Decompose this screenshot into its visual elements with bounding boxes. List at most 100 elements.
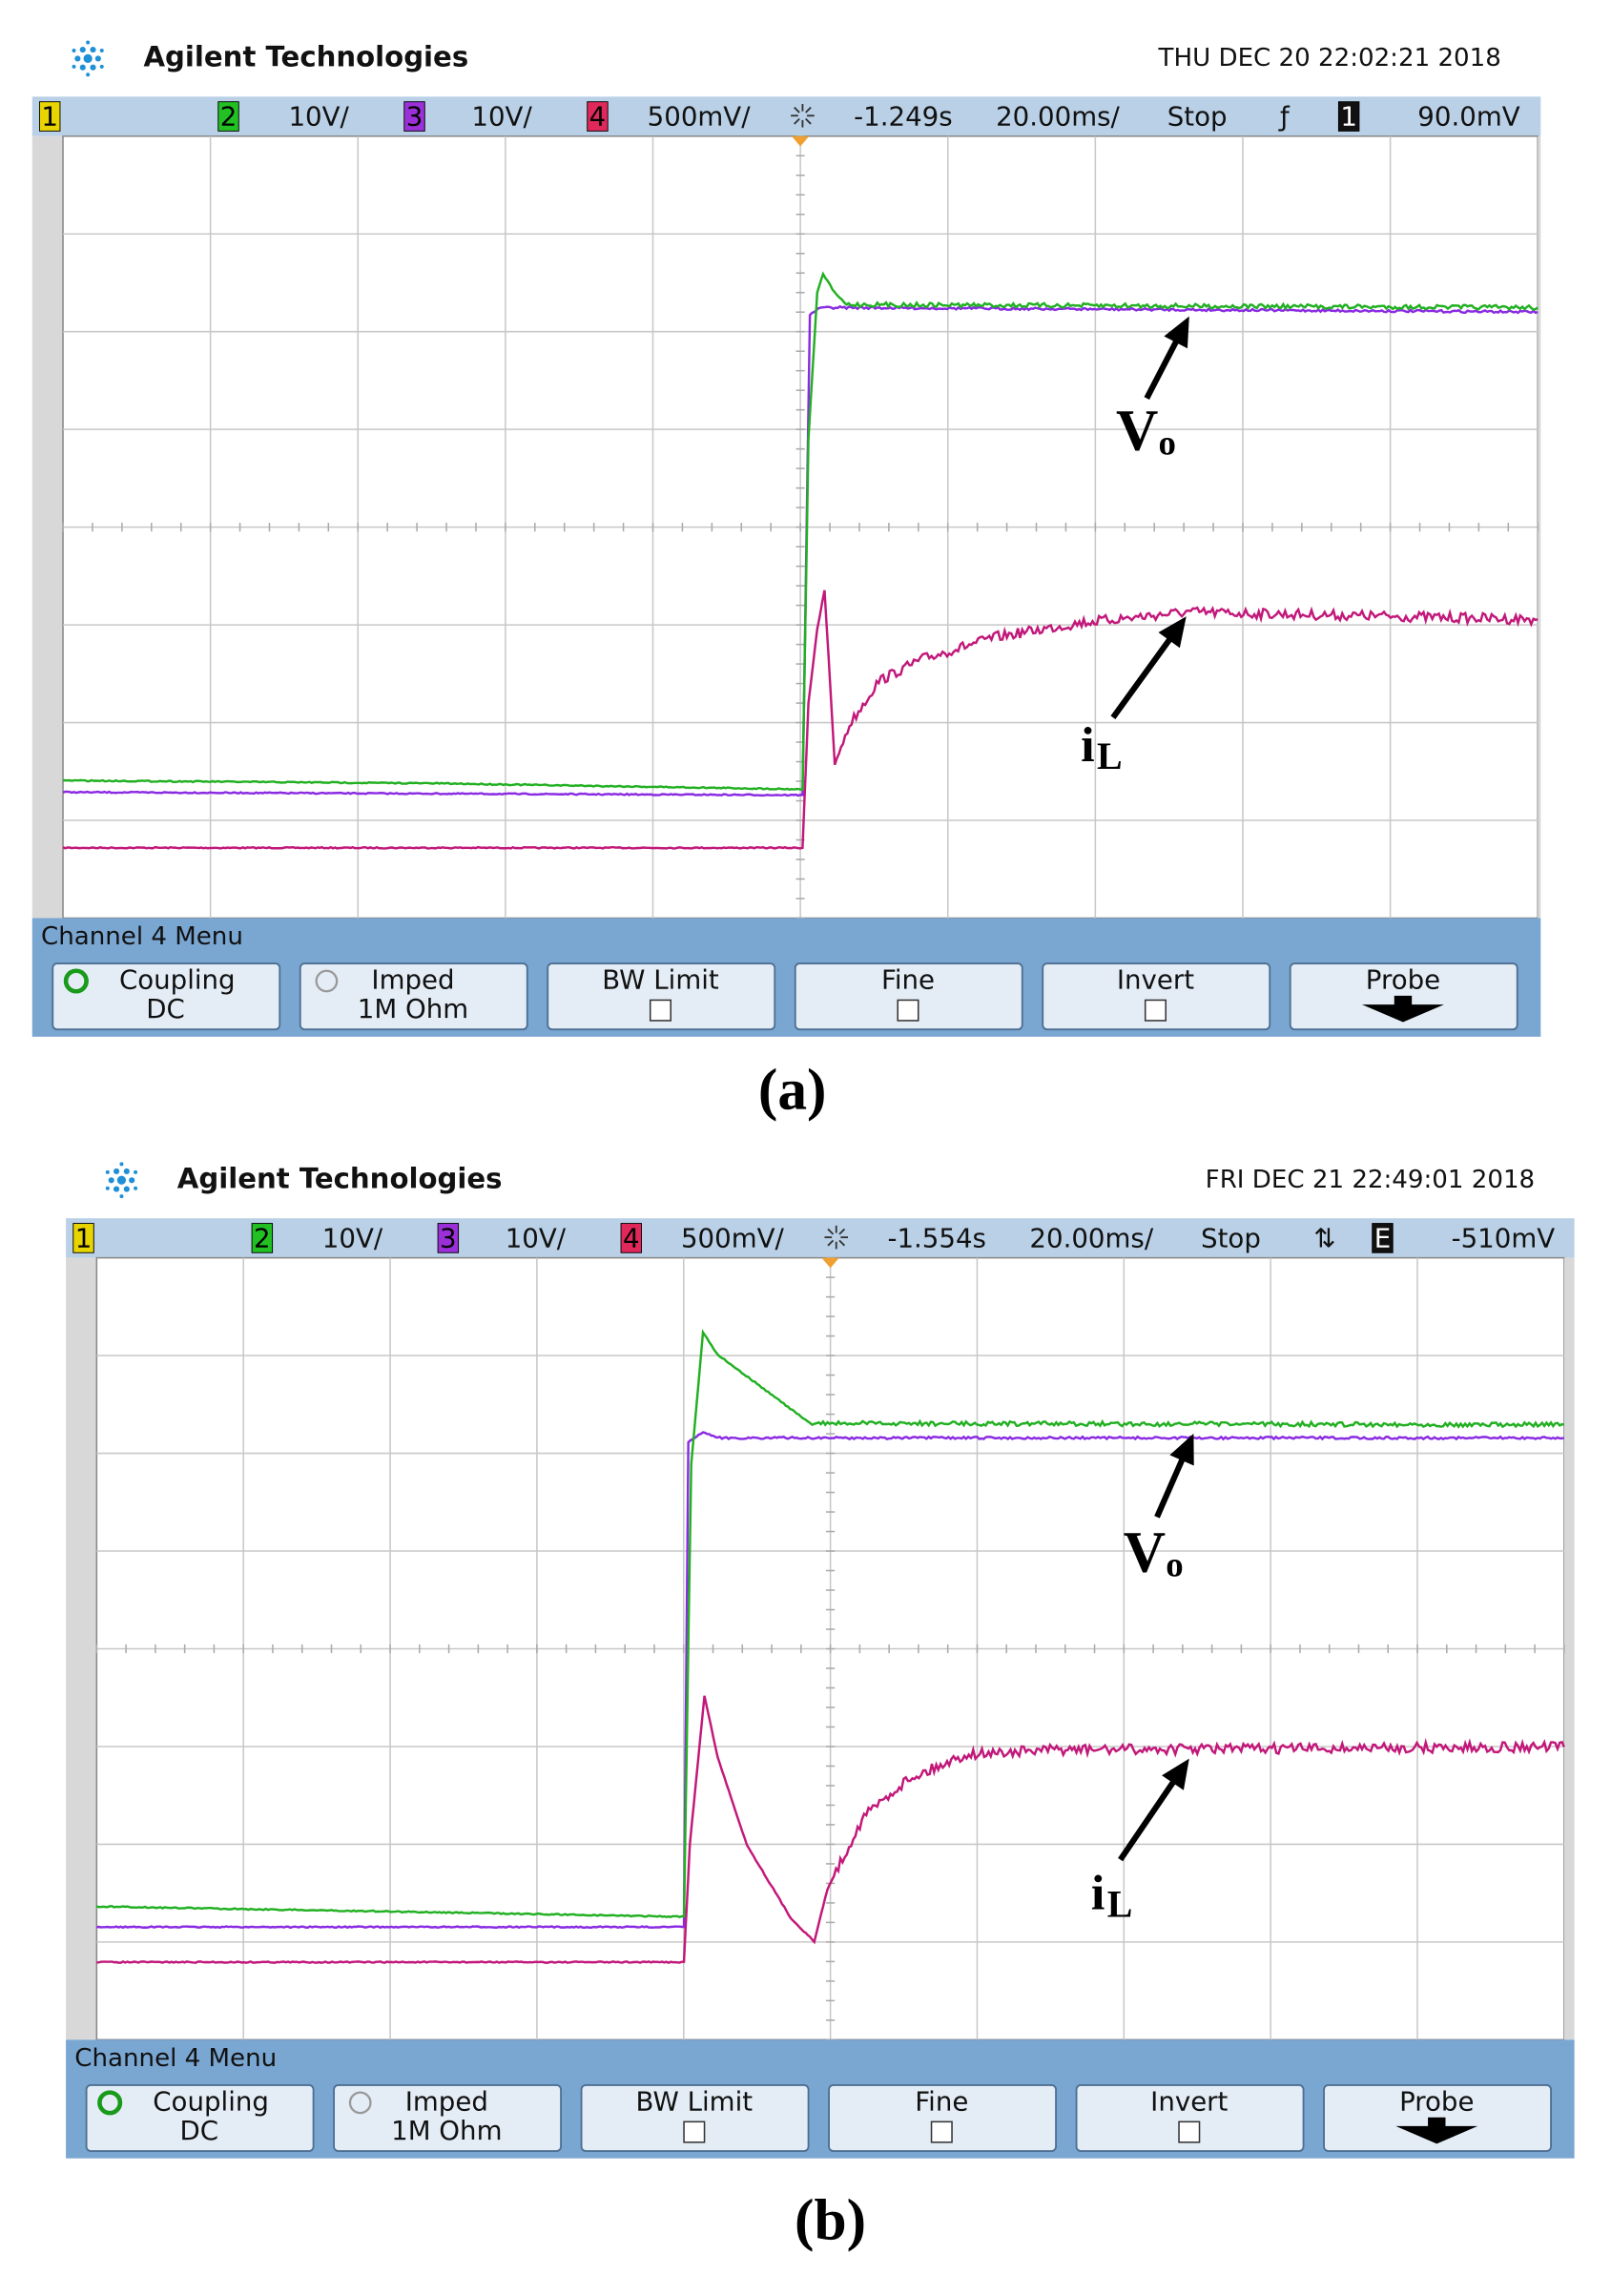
softkey-icon (315, 969, 339, 993)
timestamp: THU DEC 20 22:02:21 2018 (1158, 44, 1501, 72)
scope-panel: Agilent Technologies THU DEC 20 22:02:21 … (31, 40, 1541, 1122)
brand: Agilent Technologies (177, 1162, 503, 1194)
icon-ray (805, 117, 812, 125)
arrow-shaft (1110, 631, 1177, 719)
softkey[interactable] (828, 2084, 1057, 2152)
softkey[interactable] (547, 962, 776, 1031)
arrow-head (1164, 316, 1189, 349)
icon-ray (827, 1228, 835, 1235)
logo-dot (134, 1169, 138, 1174)
softkey[interactable] (794, 962, 1023, 1031)
softkey-value: DC (180, 2115, 219, 2146)
logo (105, 1162, 138, 1199)
logo-dot (119, 1194, 124, 1199)
softkey-label: Imped (405, 2085, 488, 2117)
softkey[interactable] (52, 962, 281, 1031)
logo-dot (86, 40, 91, 45)
softkey-label: Fine (881, 964, 935, 996)
checkbox (897, 999, 919, 1022)
softkey-label: Coupling (119, 964, 236, 996)
channel-box (587, 101, 609, 132)
logo-dot (94, 55, 101, 62)
status-bar (31, 96, 1541, 136)
softkey[interactable] (299, 962, 528, 1031)
status-item: 3 (440, 1222, 457, 1253)
status-item: 500mV/ (648, 101, 752, 133)
screen-border (31, 135, 64, 919)
status-item: 1 (75, 1222, 93, 1253)
logo-dot (123, 1186, 130, 1192)
softkey-value: 1M Ohm (391, 2115, 502, 2146)
arrow-head (1162, 1758, 1189, 1790)
status-item: -1.249s (854, 101, 952, 133)
status-item: Stop (1167, 101, 1228, 133)
softkey-label: BW Limit (636, 2085, 754, 2117)
icon-ray (805, 106, 812, 114)
status-item: -510mV (1452, 1222, 1556, 1253)
softkey[interactable] (1042, 962, 1271, 1031)
status-item: 20.00ms/ (1029, 1222, 1153, 1253)
waveform (62, 304, 1539, 797)
logo-dot (113, 1168, 120, 1175)
brand: Agilent Technologies (143, 40, 468, 72)
screen-border (66, 1257, 97, 2040)
annotation-sub: L (1107, 1882, 1133, 1925)
softkey-label: Invert (1150, 2085, 1228, 2117)
checkbox (683, 2120, 706, 2143)
icon-ray (794, 106, 800, 114)
logo-dot (119, 1162, 124, 1167)
logo-dot (86, 72, 91, 77)
screen-edge (1538, 135, 1541, 919)
arrow-shaft (1118, 1773, 1181, 1862)
menu-bar (66, 2039, 1575, 2159)
channel-box (38, 101, 61, 132)
status-item: 1 (41, 101, 58, 133)
channel-box (403, 101, 425, 132)
icon-ray (827, 1239, 835, 1247)
arrow-shaft (1154, 1451, 1188, 1519)
screen-edge (1563, 1257, 1575, 2040)
logo-dot (134, 1186, 138, 1190)
softkey-label: Coupling (153, 2085, 269, 2117)
logo-dot (83, 53, 93, 64)
status-item: -1.554s (887, 1222, 985, 1253)
waveform (62, 271, 1539, 792)
scope-panel: Agilent Technologies FRI DEC 21 22:49:01 … (66, 1162, 1575, 2252)
checkbox (1178, 2120, 1201, 2143)
status-bar (66, 1218, 1575, 1258)
softkey[interactable] (85, 2084, 315, 2152)
logo-dot (116, 1175, 127, 1185)
logo-dot (79, 47, 86, 53)
softkey-icon (97, 2090, 123, 2116)
status-item: 3 (406, 101, 423, 133)
logo-dot (72, 64, 76, 69)
status-item: 20.00ms/ (996, 101, 1120, 133)
status-item: 2 (254, 1222, 271, 1253)
softkey[interactable] (580, 2084, 810, 2152)
softkey-icon (63, 968, 89, 994)
arrow-shaft (1144, 333, 1183, 400)
softkey[interactable] (1075, 2084, 1305, 2152)
channel-box (1337, 101, 1360, 132)
status-item: 1 (1340, 101, 1357, 133)
logo-dot (90, 47, 96, 53)
trigger-icon (791, 103, 815, 128)
annotation: i (1091, 1865, 1105, 1920)
logo-dot (113, 1186, 120, 1192)
down-arrow (1361, 995, 1444, 1023)
softkey[interactable] (333, 2084, 563, 2152)
arrow-head (1169, 1433, 1194, 1466)
logo-dot (108, 1177, 114, 1184)
softkey-value: DC (146, 993, 185, 1024)
down-arrow (1395, 2117, 1478, 2144)
softkey-label: Probe (1399, 2085, 1474, 2117)
softkey-label: Invert (1117, 964, 1194, 996)
timestamp: FRI DEC 21 22:49:01 2018 (1206, 1166, 1535, 1194)
channel-box (217, 101, 239, 132)
trigger-marker (791, 135, 810, 147)
status-item: Stop (1201, 1222, 1261, 1253)
status-item: ⇅ (1313, 1222, 1335, 1253)
logo-dot (129, 1177, 135, 1184)
logo (72, 40, 104, 77)
